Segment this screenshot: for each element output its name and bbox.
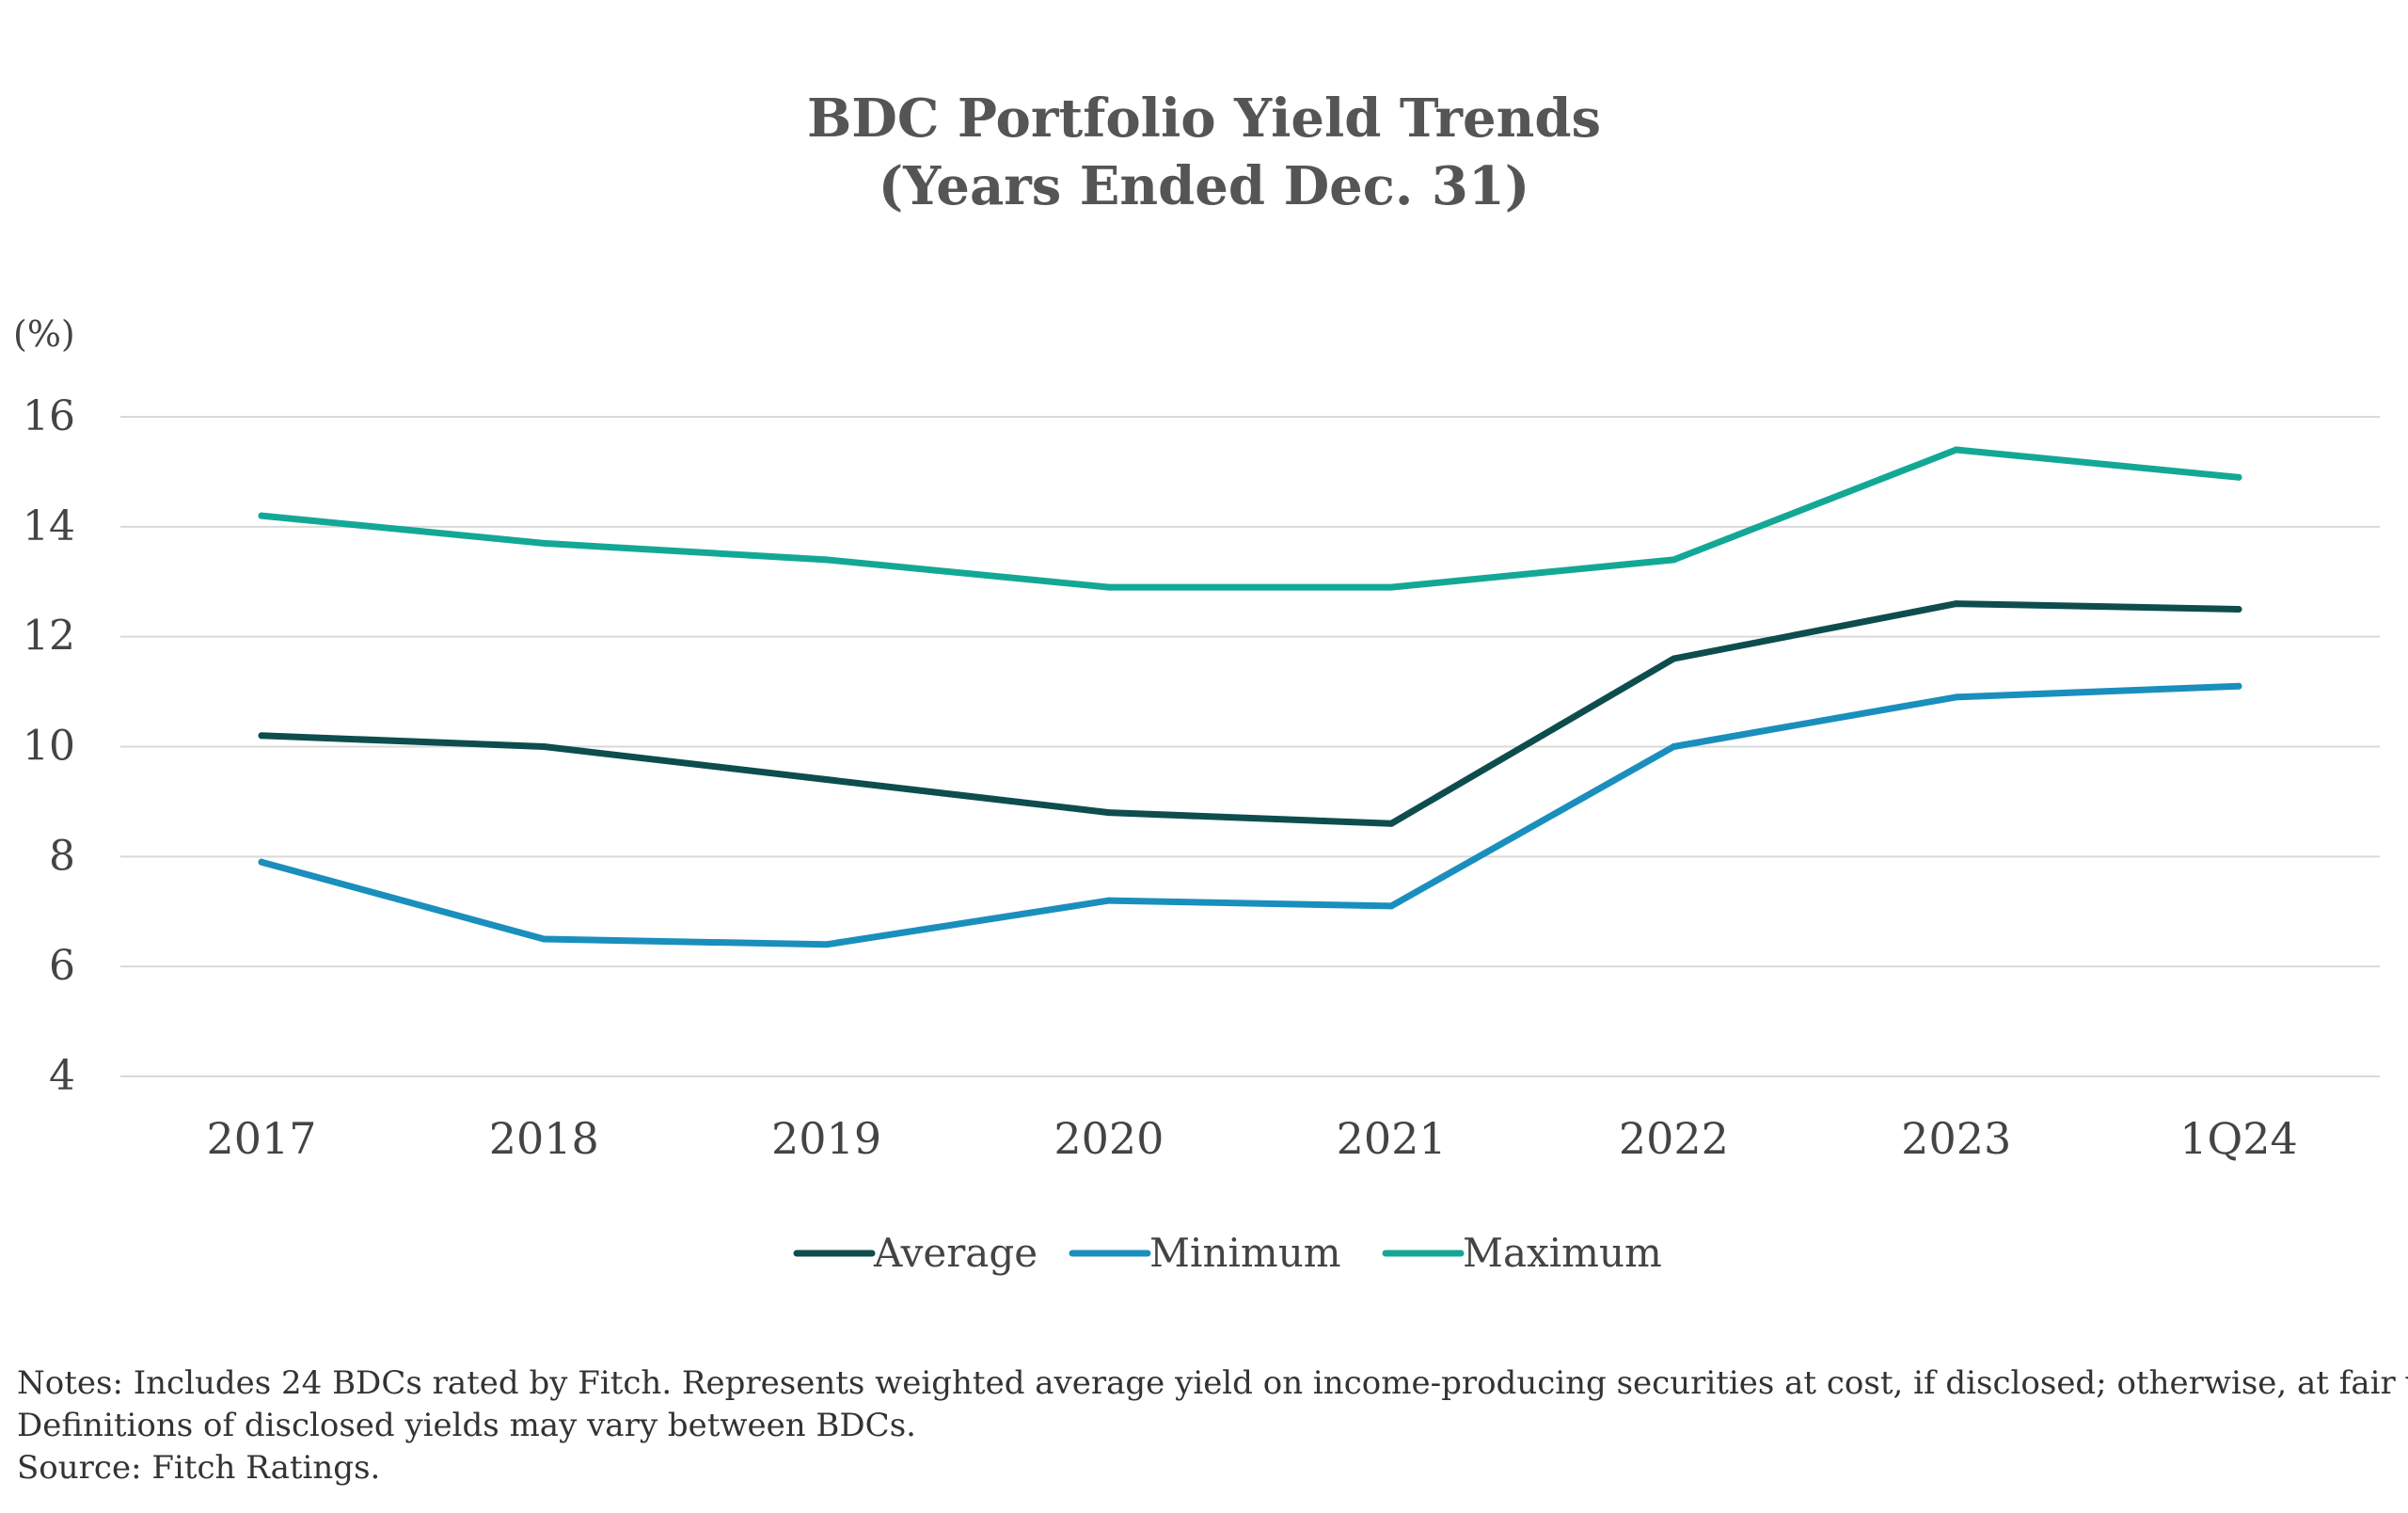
- data-point-minimum: [823, 941, 831, 948]
- notes-line-2: Definitions of disclosed yields may vary…: [17, 1407, 916, 1444]
- data-point-maximum: [540, 539, 547, 547]
- y-axis-unit-label: (%): [13, 313, 75, 355]
- data-point-maximum: [1105, 583, 1113, 591]
- y-axis-ticks: 4 6 8 10 12 14 16: [23, 392, 75, 1100]
- data-point-average: [823, 776, 831, 784]
- y-tick-label: 6: [49, 942, 75, 990]
- series-line-average: [258, 600, 2242, 827]
- notes-line-1: Notes: Includes 24 BDCs rated by Fitch. …: [17, 1364, 2408, 1402]
- x-tick-label: 2017: [206, 1113, 316, 1164]
- data-point-minimum: [540, 935, 547, 943]
- series-line-maximum: [258, 446, 2242, 591]
- data-point-maximum: [2235, 473, 2242, 481]
- data-point-maximum: [1953, 446, 1960, 454]
- legend-label-average: Average: [873, 1230, 1038, 1276]
- data-point-minimum: [1670, 743, 1677, 750]
- chart-title-block: BDC Portfolio Yield Trends (Years Ended …: [0, 85, 2408, 220]
- data-point-maximum: [258, 512, 265, 519]
- chart-notes: Notes: Includes 24 BDCs rated by Fitch. …: [17, 1362, 2408, 1489]
- legend-label-minimum: Minimum: [1149, 1230, 1341, 1276]
- data-point-minimum: [1953, 693, 1960, 701]
- data-point-maximum: [823, 556, 831, 564]
- legend-label-maximum: Maximum: [1463, 1230, 1662, 1276]
- grid-lines: [120, 416, 2380, 1077]
- series-lines: [258, 446, 2242, 948]
- data-point-maximum: [1670, 556, 1677, 564]
- data-point-minimum: [1387, 902, 1395, 910]
- data-point-minimum: [2235, 682, 2242, 690]
- chart-title: BDC Portfolio Yield Trends: [806, 88, 1602, 150]
- y-tick-label: 14: [23, 502, 75, 550]
- x-tick-label: 2019: [771, 1113, 881, 1164]
- series-line-minimum: [258, 682, 2242, 948]
- x-tick-label: 2020: [1054, 1113, 1164, 1164]
- data-point-average: [1953, 600, 1960, 608]
- y-tick-label: 16: [23, 392, 75, 440]
- notes-line-3: Source: Fitch Ratings.: [17, 1449, 381, 1487]
- data-point-average: [2235, 605, 2242, 613]
- data-point-minimum: [258, 858, 265, 866]
- y-tick-label: 10: [23, 723, 75, 771]
- chart-subtitle: (Years Ended Dec. 31): [878, 155, 1530, 217]
- y-tick-label: 12: [23, 613, 75, 661]
- x-tick-label: 1Q24: [2179, 1113, 2298, 1164]
- data-point-average: [1670, 655, 1677, 662]
- data-point-minimum: [1105, 897, 1113, 904]
- data-point-maximum: [1387, 583, 1395, 591]
- data-point-average: [540, 743, 547, 750]
- x-tick-label: 2021: [1337, 1113, 1447, 1164]
- x-tick-label: 2018: [489, 1113, 599, 1164]
- y-tick-label: 4: [49, 1052, 75, 1100]
- x-tick-label: 2023: [1901, 1113, 2011, 1164]
- data-point-average: [258, 732, 265, 740]
- legend: Average Minimum Maximum: [793, 1230, 1662, 1276]
- data-point-average: [1387, 820, 1395, 827]
- x-axis-ticks: 2017 2018 2019 2020 2021 2022 2023 1Q24: [206, 1113, 2297, 1164]
- data-point-average: [1105, 809, 1113, 817]
- x-tick-label: 2022: [1619, 1113, 1729, 1164]
- y-tick-label: 8: [49, 832, 75, 880]
